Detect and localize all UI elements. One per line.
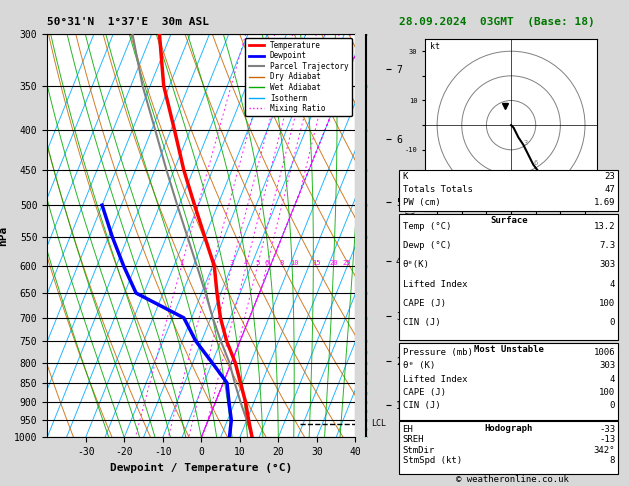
Text: 303: 303: [599, 260, 615, 269]
Text: 20: 20: [329, 260, 338, 266]
Text: 342°: 342°: [594, 446, 615, 455]
Text: 6: 6: [533, 159, 538, 166]
Text: Totals Totals: Totals Totals: [403, 185, 472, 194]
Text: EH: EH: [403, 425, 413, 434]
Text: StmDir: StmDir: [403, 446, 435, 455]
Text: Most Unstable: Most Unstable: [474, 345, 544, 354]
Text: 1: 1: [179, 260, 184, 266]
Text: StmSpd (kt): StmSpd (kt): [403, 456, 462, 466]
Y-axis label: hPa: hPa: [0, 226, 8, 246]
Text: K: K: [403, 172, 408, 181]
Text: CIN (J): CIN (J): [403, 318, 440, 327]
Text: CAPE (J): CAPE (J): [403, 299, 445, 308]
Text: LCL: LCL: [371, 419, 386, 428]
Text: Dewp (°C): Dewp (°C): [403, 241, 451, 250]
Legend: Temperature, Dewpoint, Parcel Trajectory, Dry Adiabat, Wet Adiabat, Isotherm, Mi: Temperature, Dewpoint, Parcel Trajectory…: [245, 38, 352, 116]
Text: 50°31'N  1°37'E  30m ASL: 50°31'N 1°37'E 30m ASL: [47, 17, 209, 27]
Text: 4: 4: [610, 280, 615, 289]
Text: θᵉ(K): θᵉ(K): [403, 260, 430, 269]
Y-axis label: km
ASL: km ASL: [418, 225, 436, 246]
Text: 5: 5: [255, 260, 260, 266]
Text: Lifted Index: Lifted Index: [403, 280, 467, 289]
Text: 6: 6: [265, 260, 269, 266]
Text: SREH: SREH: [403, 435, 424, 445]
Text: PW (cm): PW (cm): [403, 198, 440, 207]
Text: 4: 4: [244, 260, 248, 266]
Text: 2: 2: [211, 260, 214, 266]
Text: -33: -33: [599, 425, 615, 434]
Text: 8: 8: [610, 456, 615, 466]
Text: 100: 100: [599, 388, 615, 397]
Text: kt: kt: [430, 42, 440, 51]
Text: θᵉ (K): θᵉ (K): [403, 361, 435, 370]
Text: Hodograph: Hodograph: [485, 424, 533, 433]
Text: 0: 0: [610, 318, 615, 327]
Text: 25: 25: [342, 260, 351, 266]
Text: Surface: Surface: [490, 216, 528, 226]
Text: 4: 4: [610, 375, 615, 383]
Text: CAPE (J): CAPE (J): [403, 388, 445, 397]
Text: © weatheronline.co.uk: © weatheronline.co.uk: [456, 474, 569, 484]
Text: 3: 3: [523, 140, 528, 146]
Text: 7.3: 7.3: [599, 241, 615, 250]
Text: 28.09.2024  03GMT  (Base: 18): 28.09.2024 03GMT (Base: 18): [399, 17, 595, 27]
Text: 3: 3: [230, 260, 234, 266]
Text: -13: -13: [599, 435, 615, 445]
Text: Temp (°C): Temp (°C): [403, 222, 451, 231]
Text: 15: 15: [313, 260, 321, 266]
Text: 100: 100: [599, 299, 615, 308]
Text: 10: 10: [290, 260, 298, 266]
Text: CIN (J): CIN (J): [403, 401, 440, 410]
Text: Mixing Ratio (g/kg): Mixing Ratio (g/kg): [406, 180, 416, 292]
Text: 8: 8: [280, 260, 284, 266]
X-axis label: Dewpoint / Temperature (°C): Dewpoint / Temperature (°C): [110, 463, 292, 473]
Text: Pressure (mb): Pressure (mb): [403, 348, 472, 357]
Text: 13.2: 13.2: [594, 222, 615, 231]
Text: 1.69: 1.69: [594, 198, 615, 207]
Text: 23: 23: [604, 172, 615, 181]
Text: 1006: 1006: [594, 348, 615, 357]
Text: 0: 0: [610, 401, 615, 410]
Text: 47: 47: [604, 185, 615, 194]
Text: 303: 303: [599, 361, 615, 370]
Text: Lifted Index: Lifted Index: [403, 375, 467, 383]
